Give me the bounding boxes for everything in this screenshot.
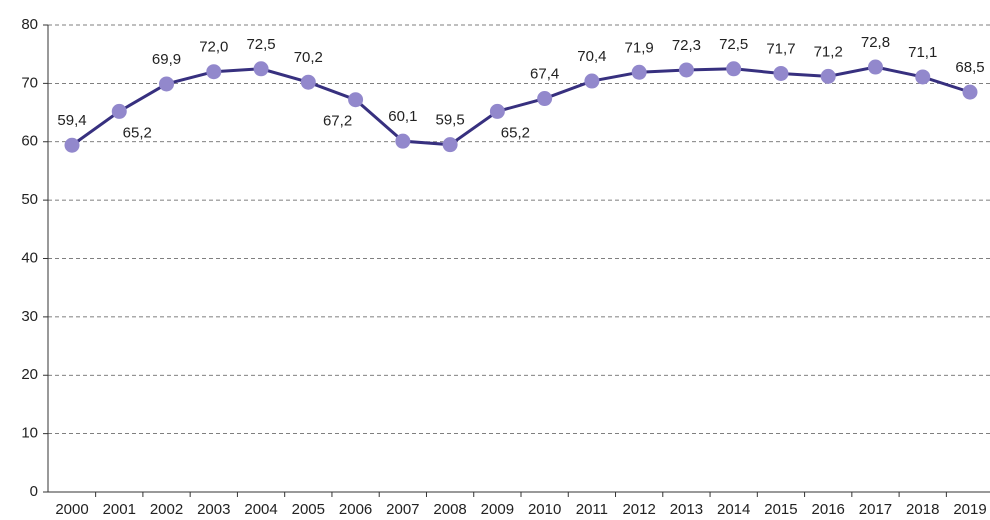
marker bbox=[300, 74, 316, 90]
marker bbox=[395, 133, 411, 149]
y-tick-label: 70 bbox=[21, 74, 38, 91]
y-tick-label: 40 bbox=[21, 249, 38, 266]
marker bbox=[253, 61, 269, 77]
marker bbox=[962, 84, 978, 100]
data-label: 71,1 bbox=[908, 44, 937, 61]
data-label: 67,4 bbox=[530, 66, 559, 83]
x-tick-label: 2012 bbox=[622, 501, 655, 518]
data-label: 68,5 bbox=[955, 59, 984, 76]
data-label: 65,2 bbox=[123, 124, 152, 141]
y-tick-label: 30 bbox=[21, 308, 38, 325]
marker bbox=[442, 137, 458, 153]
data-label: 72,8 bbox=[861, 34, 890, 51]
x-tick-label: 2010 bbox=[528, 501, 561, 518]
x-tick-label: 2009 bbox=[481, 501, 514, 518]
x-tick-label: 2016 bbox=[812, 501, 845, 518]
marker bbox=[111, 103, 127, 119]
marker bbox=[631, 64, 647, 80]
x-tick-label: 2005 bbox=[292, 501, 325, 518]
marker bbox=[537, 91, 553, 107]
x-tick-label: 2019 bbox=[953, 501, 986, 518]
data-label: 70,4 bbox=[577, 48, 606, 65]
x-tick-label: 2008 bbox=[433, 501, 466, 518]
y-tick-label: 50 bbox=[21, 191, 38, 208]
x-tick-label: 2017 bbox=[859, 501, 892, 518]
y-tick-label: 60 bbox=[21, 133, 38, 150]
data-label: 67,2 bbox=[323, 113, 352, 130]
marker bbox=[867, 59, 883, 75]
x-tick-label: 2015 bbox=[764, 501, 797, 518]
data-label: 72,3 bbox=[672, 37, 701, 54]
x-tick-label: 2011 bbox=[576, 501, 608, 518]
x-tick-label: 2004 bbox=[244, 501, 277, 518]
x-tick-label: 2007 bbox=[386, 501, 419, 518]
x-tick-label: 2013 bbox=[670, 501, 703, 518]
x-tick-label: 2003 bbox=[197, 501, 230, 518]
x-tick-label: 2001 bbox=[103, 501, 136, 518]
marker bbox=[159, 76, 175, 92]
x-tick-label: 2006 bbox=[339, 501, 372, 518]
y-tick-label: 80 bbox=[21, 16, 38, 33]
data-label: 71,2 bbox=[814, 43, 843, 60]
data-label: 70,2 bbox=[294, 49, 323, 66]
data-label: 69,9 bbox=[152, 51, 181, 68]
marker bbox=[489, 103, 505, 119]
data-label: 72,5 bbox=[246, 36, 275, 53]
data-label: 71,9 bbox=[625, 39, 654, 56]
y-tick-label: 0 bbox=[30, 483, 38, 500]
data-label: 60,1 bbox=[388, 108, 417, 125]
data-label: 59,4 bbox=[57, 112, 86, 129]
marker bbox=[820, 68, 836, 84]
data-label: 71,7 bbox=[766, 40, 795, 57]
data-label: 59,5 bbox=[436, 112, 465, 129]
line bbox=[71, 65, 971, 147]
x-tick-label: 2018 bbox=[906, 501, 939, 518]
marker bbox=[726, 61, 742, 77]
x-tick-label: 2000 bbox=[55, 501, 88, 518]
marker bbox=[584, 73, 600, 89]
marker bbox=[64, 137, 80, 153]
data-label: 65,2 bbox=[501, 124, 530, 141]
x-tick-label: 2014 bbox=[717, 501, 750, 518]
data-label: 72,5 bbox=[719, 36, 748, 53]
marker bbox=[348, 92, 364, 108]
marker bbox=[915, 69, 931, 85]
y-tick-label: 20 bbox=[21, 366, 38, 383]
y-tick-label: 10 bbox=[21, 425, 38, 442]
data-label: 72,0 bbox=[199, 39, 228, 56]
marker bbox=[678, 62, 694, 78]
x-tick-label: 2002 bbox=[150, 501, 183, 518]
marker bbox=[206, 64, 222, 80]
marker bbox=[773, 65, 789, 81]
